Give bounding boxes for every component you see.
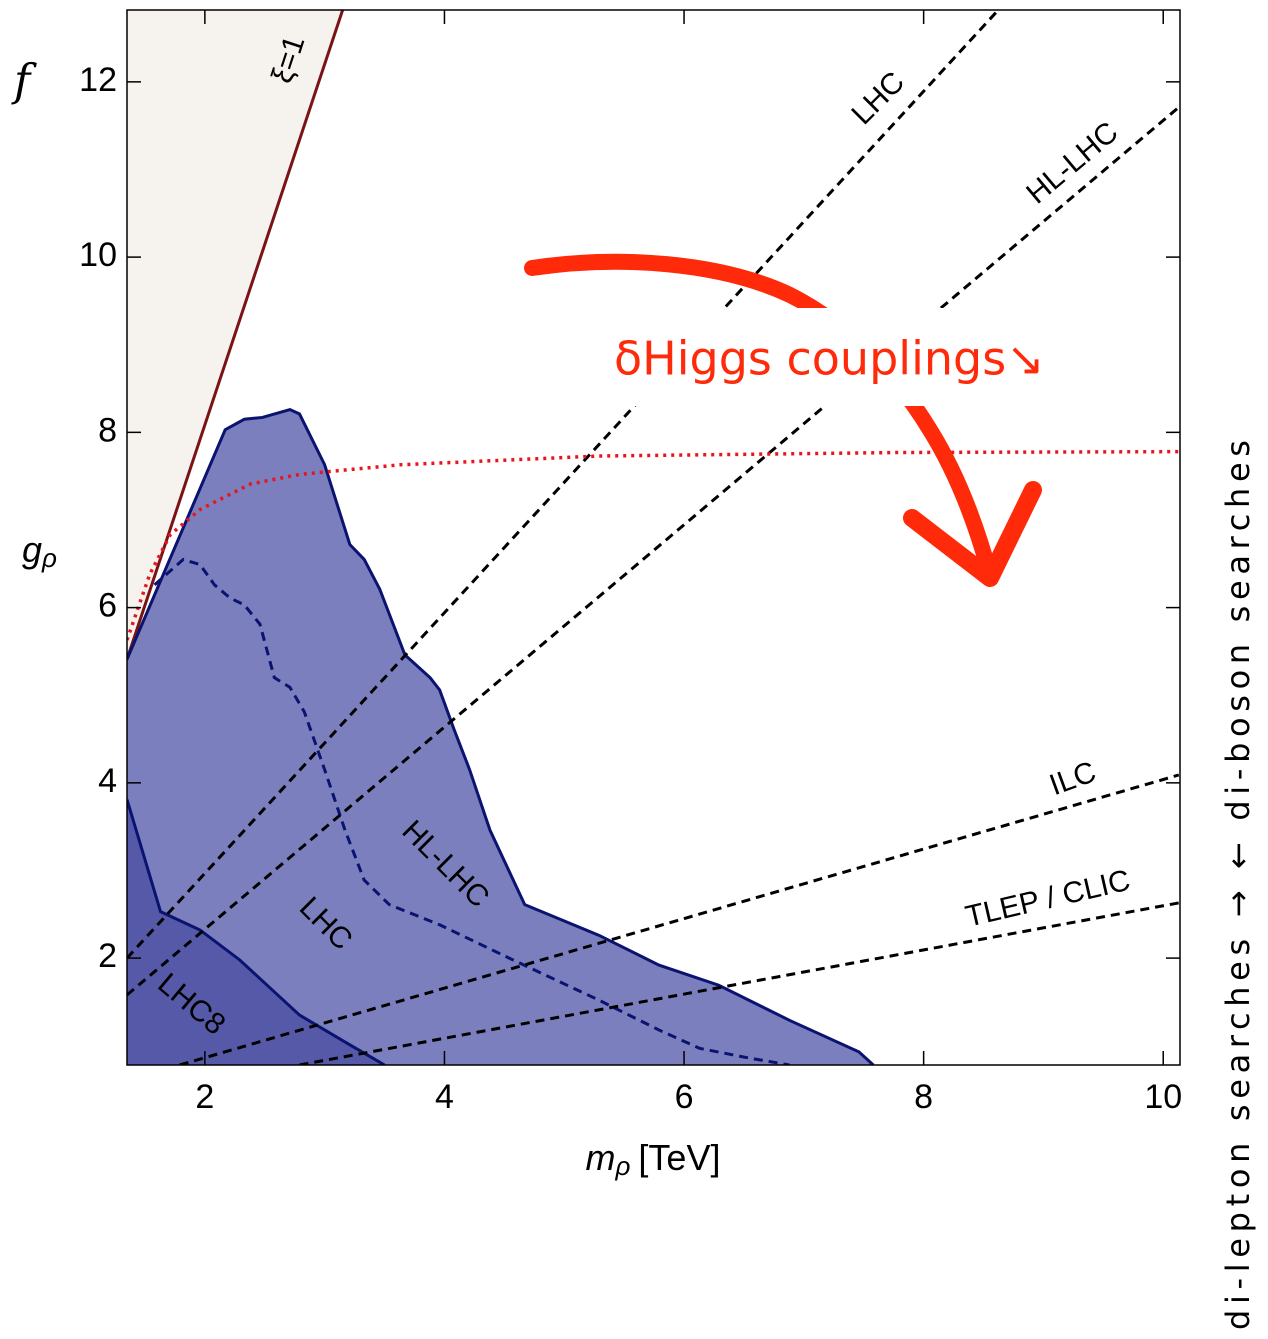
curve bbox=[127, 10, 1001, 960]
y-tick-label: 2 bbox=[98, 937, 117, 975]
curve bbox=[127, 449, 1179, 641]
curve bbox=[127, 407, 875, 1065]
series-label: ILC bbox=[1045, 755, 1100, 802]
y-tick-label: 8 bbox=[98, 411, 117, 449]
y-axis-label: gρ bbox=[22, 529, 57, 573]
curve bbox=[127, 106, 1180, 997]
plot-area bbox=[127, 10, 1180, 1065]
x-unit: [TeV] bbox=[638, 1137, 720, 1178]
red-arrow-head bbox=[903, 481, 1042, 587]
y-symbol: g bbox=[22, 529, 42, 570]
y-subscript: ρ bbox=[41, 543, 57, 573]
side-label: di-lepton searches → ← di-boson searches bbox=[1219, 440, 1257, 1330]
annotation-box bbox=[606, 308, 1166, 406]
region-fill bbox=[127, 409, 874, 1065]
curve bbox=[153, 557, 790, 1065]
f-label: f bbox=[11, 56, 37, 107]
x-tick-label: 8 bbox=[914, 1078, 933, 1116]
x-subscript: ρ bbox=[615, 1151, 631, 1181]
curve bbox=[127, 799, 386, 1065]
x-symbol: m bbox=[586, 1137, 616, 1178]
frame bbox=[126, 9, 1181, 1066]
x-tick-label: 2 bbox=[195, 1078, 214, 1116]
series-label: LHC bbox=[845, 65, 911, 131]
series-label: TLEP / CLIC bbox=[962, 864, 1133, 934]
y-tick-label: 4 bbox=[98, 762, 117, 800]
x-tick-label: 10 bbox=[1144, 1078, 1182, 1116]
y-tick-label: 10 bbox=[79, 236, 117, 274]
x-tick-label: 4 bbox=[435, 1078, 454, 1116]
y-tick-label: 12 bbox=[79, 61, 117, 99]
curve bbox=[179, 773, 1180, 1065]
y-tick-label: 6 bbox=[98, 587, 117, 625]
x-tick-label: 6 bbox=[675, 1078, 694, 1116]
region-fill bbox=[127, 799, 385, 1065]
x-axis-label: mρ [TeV] bbox=[586, 1137, 721, 1181]
annotation: δHiggs couplings↘ bbox=[614, 332, 1045, 386]
